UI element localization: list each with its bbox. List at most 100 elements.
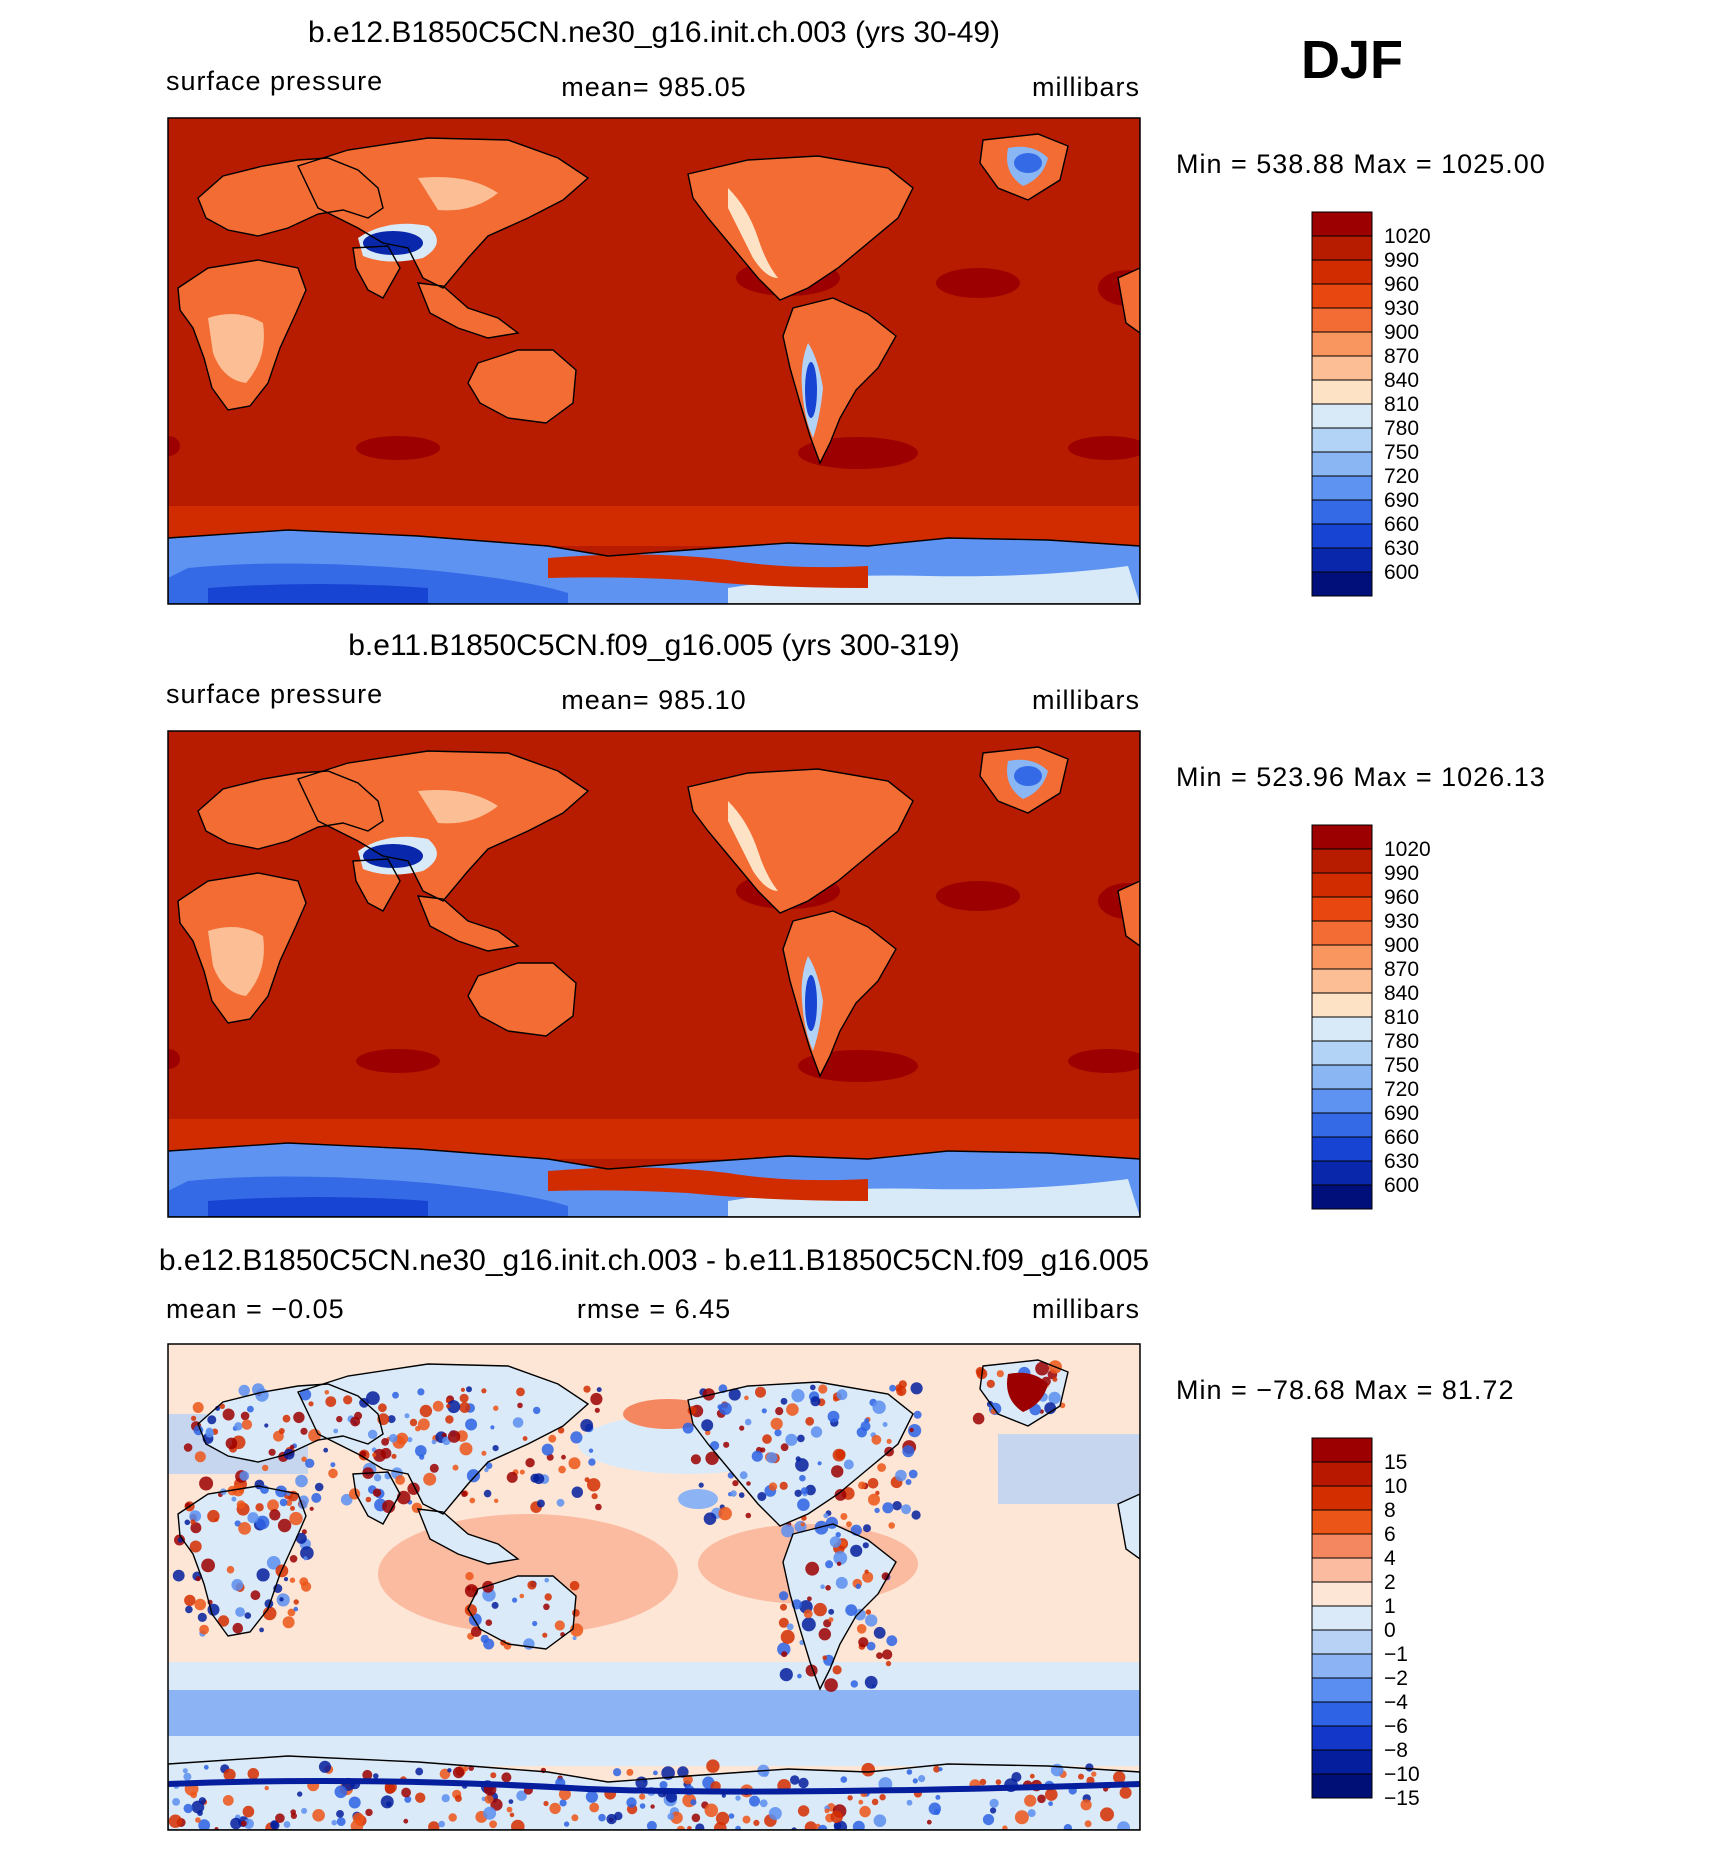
anomaly-speckle — [850, 1544, 863, 1557]
anomaly-speckle — [730, 1490, 737, 1497]
colorbar-level-label: 870 — [1384, 958, 1419, 981]
anomaly-speckle — [299, 1388, 312, 1401]
anomaly-speckle — [234, 1422, 243, 1431]
anomaly-speckle — [244, 1612, 252, 1619]
anomaly-speckle — [777, 1642, 791, 1656]
southern-band-light — [168, 1662, 1140, 1690]
colorbar-level-label: 930 — [1384, 297, 1419, 320]
anomaly-speckle — [493, 1405, 499, 1411]
anomaly-speckle — [183, 1443, 193, 1452]
panel-1-colorbar: 1020990960930900870840810780750720690660… — [1311, 211, 1431, 597]
anomaly-speckle — [463, 1766, 469, 1772]
anomaly-speckle — [814, 1520, 829, 1535]
anomaly-speckle — [933, 1765, 940, 1773]
anomaly-speckle — [279, 1498, 288, 1507]
anomaly-speckle — [242, 1805, 255, 1818]
colorbar-swatch — [1311, 475, 1373, 501]
anomaly-speckle — [387, 1415, 396, 1424]
anomaly-speckle — [872, 1400, 886, 1414]
anomaly-speckle — [328, 1468, 338, 1479]
anomaly-speckle — [1085, 1763, 1094, 1772]
anomaly-speckle — [225, 1437, 238, 1450]
anomaly-speckle — [226, 1565, 235, 1574]
anomaly-speckle — [483, 1638, 495, 1650]
anomaly-speckle — [262, 1464, 269, 1472]
anomaly-speckle — [744, 1418, 752, 1426]
anomaly-speckle — [843, 1459, 854, 1470]
coastline-greenland — [979, 1359, 1069, 1427]
anomaly-speckle — [417, 1388, 425, 1396]
colorbar-swatch — [1311, 1136, 1373, 1162]
panel-3-map-frame — [167, 1343, 1141, 1831]
colorbar-swatch — [1311, 1605, 1373, 1631]
colorbar-swatch — [1311, 331, 1373, 357]
anomaly-speckle — [489, 1820, 497, 1829]
anomaly-speckle — [269, 1509, 281, 1521]
colorbar-level-label: 720 — [1384, 1078, 1419, 1101]
colorbar-swatch — [1311, 1485, 1373, 1511]
anomaly-speckle — [432, 1400, 444, 1412]
anomaly-speckle — [626, 1768, 634, 1776]
anomaly-speckle — [800, 1522, 805, 1527]
anomaly-speckle — [283, 1821, 291, 1828]
anomaly-speckle — [778, 1591, 789, 1601]
anomaly-speckle — [885, 1660, 892, 1667]
anomaly-speckle — [293, 1411, 305, 1424]
anomaly-speckle — [235, 1607, 245, 1617]
anomaly-speckle — [571, 1486, 583, 1498]
antarctic-coast-anomaly — [168, 1777, 1140, 1795]
high-pressure-cell — [356, 1049, 440, 1073]
anomaly-speckle — [484, 1467, 489, 1473]
colorbar-level-label: 630 — [1384, 1150, 1419, 1173]
anomaly-speckle — [297, 1791, 303, 1797]
anomaly-speckle — [365, 1808, 373, 1817]
colorbar-swatch — [1311, 944, 1373, 970]
anomaly-speckle — [1117, 1821, 1130, 1830]
anomaly-speckle — [840, 1776, 848, 1783]
anomaly-speckle — [583, 1385, 591, 1393]
anomaly-speckle — [295, 1474, 308, 1488]
anomaly-speckle — [350, 1416, 361, 1427]
anomaly-speckle — [735, 1795, 741, 1801]
anomaly-speckle — [701, 1419, 714, 1432]
anomaly-speckle — [810, 1426, 823, 1438]
panel-3-rmse-label: rmse = 6.45 — [577, 1294, 731, 1324]
anomaly-speckle — [548, 1434, 557, 1443]
anomaly-speckle — [172, 1798, 180, 1806]
coastline-india — [352, 245, 401, 299]
anomaly-speckle — [452, 1766, 465, 1779]
anomaly-speckle — [541, 1443, 554, 1456]
anomaly-speckle — [778, 1617, 789, 1628]
anomaly-speckle — [305, 1458, 315, 1468]
anomaly-speckle — [184, 1519, 191, 1526]
anomaly-speckle — [517, 1402, 523, 1409]
anomaly-speckle — [485, 1619, 493, 1626]
colorbar-level-label: 15 — [1384, 1451, 1407, 1474]
anomaly-speckle — [278, 1428, 285, 1434]
anomaly-speckle — [301, 1529, 307, 1535]
anomaly-speckle — [247, 1512, 259, 1524]
coastline-samerica — [782, 1523, 897, 1691]
anomaly-speckle — [485, 1462, 493, 1469]
anomaly-speckle — [901, 1504, 912, 1515]
colorbar-level-label: 960 — [1384, 886, 1419, 909]
anomaly-speckle — [290, 1812, 297, 1819]
anomaly-speckle — [277, 1518, 292, 1533]
coastline-eastafr — [1117, 267, 1140, 334]
anomaly-speckle — [572, 1609, 580, 1617]
anomaly-speckle — [300, 1427, 308, 1435]
anomaly-speckle — [892, 1501, 902, 1511]
anomaly-speckle — [543, 1800, 549, 1807]
anomaly-speckle — [695, 1823, 705, 1830]
colorbar-level-label: −2 — [1384, 1667, 1408, 1690]
anomaly-speckle — [862, 1542, 869, 1549]
panel-1-field-label: surface pressure — [166, 66, 383, 96]
anomaly-speckle — [182, 1768, 188, 1774]
anomaly-speckle — [825, 1560, 834, 1569]
anomaly-speckle — [275, 1813, 285, 1823]
anomaly-speckle — [840, 1513, 848, 1520]
anomaly-speckle — [595, 1503, 602, 1511]
anomaly-speckle — [667, 1813, 675, 1820]
anomaly-speckle — [532, 1620, 538, 1627]
anomaly-speckle — [653, 1770, 658, 1776]
